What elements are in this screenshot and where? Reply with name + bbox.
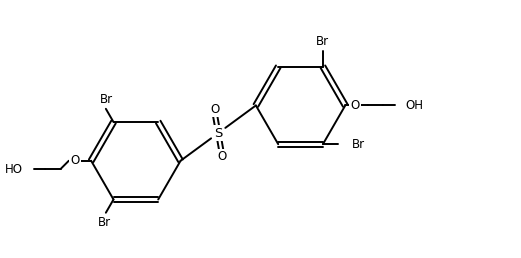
Text: Br: Br [98, 216, 111, 229]
Text: HO: HO [5, 163, 23, 175]
Text: Br: Br [316, 35, 329, 48]
Text: OH: OH [405, 99, 423, 112]
Text: O: O [70, 154, 79, 167]
Text: O: O [210, 103, 220, 116]
Text: Br: Br [100, 93, 113, 106]
Text: S: S [214, 127, 222, 140]
Text: O: O [217, 150, 227, 163]
Text: O: O [350, 99, 359, 112]
Text: Br: Br [352, 138, 365, 151]
